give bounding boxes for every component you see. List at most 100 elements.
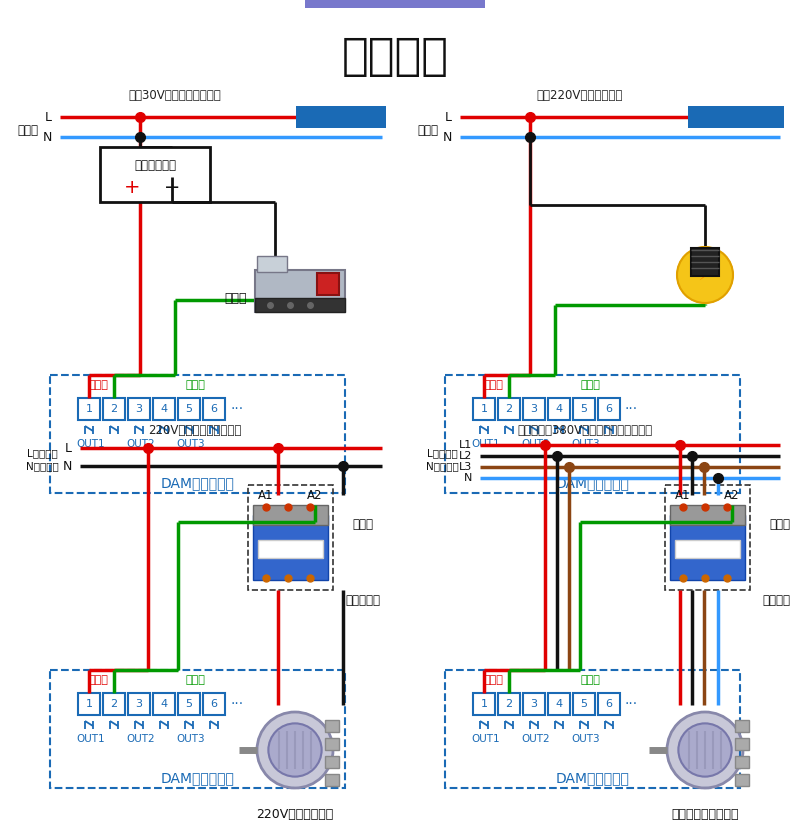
Text: OUT1: OUT1 (471, 734, 500, 744)
Bar (78, 693, 100, 715)
Text: OUT3: OUT3 (571, 439, 600, 449)
Bar (473, 398, 495, 420)
Bar (548, 693, 570, 715)
Bar (548, 398, 570, 420)
Text: N: N (442, 131, 452, 143)
Text: OUT2: OUT2 (521, 439, 550, 449)
Bar (103, 693, 125, 715)
Text: 4: 4 (555, 699, 562, 709)
Text: DAM数采控制器: DAM数采控制器 (160, 771, 235, 785)
Text: 4: 4 (555, 404, 562, 414)
Text: 3: 3 (531, 404, 537, 414)
Bar (670, 515, 745, 580)
Bar (317, 273, 339, 295)
Text: DAM数采控制器: DAM数采控制器 (160, 476, 235, 490)
Text: A2: A2 (724, 489, 739, 501)
Bar (688, 106, 784, 128)
Bar (670, 505, 745, 525)
Text: L1: L1 (459, 440, 472, 450)
Text: 2: 2 (506, 699, 513, 709)
Text: 主触点: 主触点 (352, 518, 374, 532)
Bar (253, 505, 328, 525)
Text: 1: 1 (480, 404, 487, 414)
Text: A2: A2 (307, 489, 323, 501)
Text: 6: 6 (605, 404, 612, 414)
Text: 线圈AC220V: 线圈AC220V (312, 112, 370, 122)
Text: L3: L3 (459, 462, 472, 472)
Text: 5: 5 (581, 699, 588, 709)
Text: 线圈AC220V: 线圈AC220V (707, 112, 765, 122)
Text: ···: ··· (625, 697, 638, 711)
Text: 2: 2 (111, 699, 118, 709)
Text: 1: 1 (85, 404, 92, 414)
Text: 4: 4 (160, 404, 167, 414)
Text: OUT3: OUT3 (176, 734, 205, 744)
Bar (296, 106, 386, 128)
Bar (203, 693, 225, 715)
Text: 交流接触器: 交流接触器 (762, 593, 790, 607)
Bar (735, 738, 749, 750)
Bar (50, 670, 345, 788)
Text: 主触点: 主触点 (769, 518, 790, 532)
Text: 2: 2 (506, 404, 513, 414)
Text: DAM数采控制器: DAM数采控制器 (555, 476, 630, 490)
Text: 4: 4 (160, 699, 167, 709)
Bar (573, 693, 595, 715)
Text: 3: 3 (136, 404, 142, 414)
Bar (445, 375, 740, 493)
Text: ⚡: ⚡ (698, 265, 713, 285)
Bar (325, 774, 339, 786)
Text: 电机、泵等大型设备: 电机、泵等大型设备 (672, 808, 739, 821)
Text: N代表零线: N代表零线 (25, 461, 58, 471)
Bar (598, 398, 620, 420)
Bar (691, 248, 719, 276)
Text: ···: ··· (625, 402, 638, 416)
Text: A1: A1 (675, 489, 690, 501)
Bar (523, 693, 545, 715)
Bar (675, 540, 740, 558)
Bar (573, 398, 595, 420)
Text: 6: 6 (210, 404, 217, 414)
Text: L: L (65, 441, 72, 454)
Text: 1: 1 (480, 699, 487, 709)
Bar (153, 398, 175, 420)
Bar (78, 398, 100, 420)
Text: 常开端: 常开端 (185, 675, 205, 685)
Bar (178, 398, 200, 420)
Bar (735, 720, 749, 732)
Text: OUT1: OUT1 (76, 734, 105, 744)
Bar (305, 0, 485, 8)
Text: 220V功率较大设备: 220V功率较大设备 (257, 808, 333, 821)
Text: 5: 5 (186, 404, 193, 414)
Text: 公共端: 公共端 (88, 675, 108, 685)
Text: OUT1: OUT1 (76, 439, 105, 449)
Text: 电源端: 电源端 (417, 123, 438, 137)
Bar (253, 515, 328, 580)
Bar (153, 693, 175, 715)
Text: OUT1: OUT1 (471, 439, 500, 449)
Circle shape (269, 723, 322, 777)
Text: ···: ··· (230, 697, 243, 711)
Text: L代表火线: L代表火线 (27, 448, 58, 458)
Text: 3: 3 (136, 699, 142, 709)
Text: N: N (464, 473, 472, 483)
Text: 交流220V设备接线方法: 交流220V设备接线方法 (537, 89, 623, 101)
Bar (103, 398, 125, 420)
Text: +: + (124, 178, 141, 197)
Bar (473, 693, 495, 715)
Text: OUT2: OUT2 (126, 439, 155, 449)
Text: 电磁阀: 电磁阀 (224, 291, 247, 305)
Text: N: N (62, 459, 72, 472)
Text: 6: 6 (210, 699, 217, 709)
Bar (203, 398, 225, 420)
Text: 常开端: 常开端 (185, 380, 205, 390)
Text: 公共端: 公共端 (483, 380, 503, 390)
Bar (255, 298, 345, 312)
Text: −: − (164, 178, 180, 197)
Circle shape (257, 712, 333, 788)
Text: N: N (43, 131, 52, 143)
Circle shape (679, 723, 732, 777)
Text: 常开端: 常开端 (580, 675, 600, 685)
Text: OUT3: OUT3 (571, 734, 600, 744)
Bar (735, 774, 749, 786)
